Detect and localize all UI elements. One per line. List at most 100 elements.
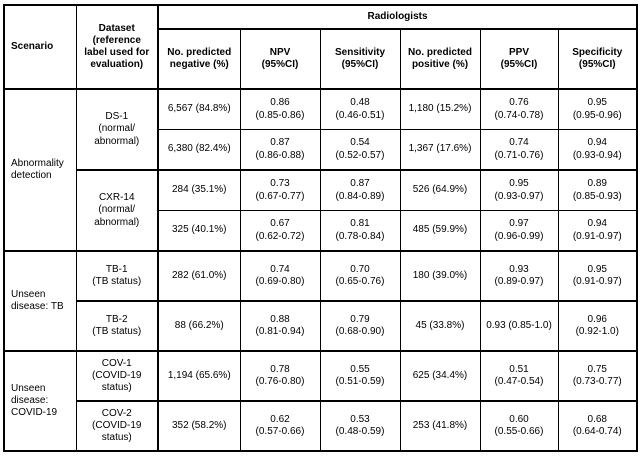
table-row: COV-2 (COVID-19 status) 352 (58.2%) 0.62… — [4, 400, 638, 452]
cell-ci: (0.95-0.96) — [572, 109, 622, 121]
cell-value: 0.75 — [587, 363, 607, 375]
header-col-sub: (95%CI) — [261, 59, 299, 70]
dataset-line: abnormal) — [94, 216, 140, 228]
dataset-line: status) — [101, 432, 132, 444]
header-col-sub: (95%CI) — [578, 59, 616, 70]
header-col-neg: No. predicted negative (%) — [157, 28, 241, 90]
cell-ci: (0.48-0.59) — [335, 426, 385, 437]
cell-ci: (0.73-0.77) — [572, 376, 622, 387]
header-col-sensitivity: Sensitivity (95%CI) — [319, 28, 401, 90]
cell-value: 352 (58.2%) — [172, 419, 227, 431]
cell-sensitivity: 0.48 (0.46-0.51) — [319, 88, 401, 130]
header-dataset-line: Dataset — [98, 22, 135, 34]
dataset-line: COV-2 — [101, 407, 132, 419]
dataset-line: abnormal) — [94, 135, 140, 147]
cell-ci: (0.51-0.59) — [335, 376, 385, 387]
cell-ci: (0.67-0.77) — [255, 190, 305, 202]
header-col-sub: (95%CI) — [341, 59, 379, 70]
cell-ci: (0.71-0.76) — [494, 149, 544, 161]
dataset-cell-cov1: COV-1 (COVID-19 status) — [75, 350, 159, 402]
cell-value: 45 (33.8%) — [415, 319, 465, 331]
cell-value: 0.86 — [270, 97, 290, 109]
cell-sensitivity: 0.53 (0.48-0.59) — [319, 400, 401, 452]
cell-value: 284 (35.1%) — [172, 184, 227, 196]
cell-ci: (0.84-0.89) — [335, 190, 385, 202]
cell-value: 0.89 — [587, 178, 607, 190]
cell-sensitivity: 0.79 (0.68-0.90) — [319, 300, 401, 352]
cell-value: 253 (41.8%) — [412, 419, 468, 431]
header-col-label: PPV — [508, 46, 529, 58]
cell-value: 0.74 — [270, 263, 290, 275]
cell-value: 0.51 — [509, 363, 529, 375]
table-row: Unseen disease: TB TB-1 (TB status) 282 … — [3, 250, 638, 352]
cell-value: 0.95 — [587, 263, 607, 275]
dataset-line: COV-1 — [101, 357, 132, 369]
cell-sensitivity: 0.81 (0.78-0.84) — [319, 210, 401, 252]
cell-neg: 284 (35.1%) — [157, 169, 241, 211]
cell-value: 0.48 — [350, 97, 370, 109]
cell-value: 180 (39.0%) — [412, 269, 468, 281]
cell-value: 0.70 — [350, 263, 370, 275]
header-col-sub: (95%CI) — [500, 59, 538, 70]
radiologist-performance-table: Scenario Dataset (reference label used f… — [3, 4, 639, 452]
cell-ci: (0.64-0.74) — [572, 426, 622, 437]
cell-value: 625 (34.4%) — [412, 369, 468, 381]
cell-sensitivity: 0.55 (0.51-0.59) — [319, 350, 401, 402]
cell-specificity: 0.95 (0.91-0.97) — [557, 250, 638, 302]
cell-ppv: 0.97 (0.96-0.99) — [479, 210, 559, 252]
cell-value: 1,180 (15.2%) — [408, 103, 472, 115]
cell-value: 0.68 — [587, 413, 607, 425]
cell-ci: (0.81-0.94) — [255, 326, 305, 337]
cell-ci: (0.86-0.88) — [255, 149, 305, 161]
dataset-cell-tb2: TB-2 (TB status) — [75, 300, 159, 352]
table-row: CXR-14 (normal/ abnormal) 284 (35.1%) 0.… — [4, 169, 638, 252]
cell-ci: (0.85-0.93) — [572, 190, 622, 202]
dataset-line: (COVID-19 — [92, 419, 142, 431]
dataset-cell-cov2: COV-2 (COVID-19 status) — [75, 400, 159, 452]
cell-ppv: 0.93 (0.89-0.97) — [479, 250, 559, 302]
cell-npv: 0.67 (0.62-0.72) — [239, 210, 321, 252]
cell-value: 0.94 — [587, 137, 607, 149]
cell-ci: (0.85-0.86) — [255, 109, 305, 121]
cell-ci: (0.78-0.84) — [335, 230, 385, 242]
cell-ppv: 0.95 (0.93-0.97) — [479, 169, 559, 211]
cell-value: 485 (59.9%) — [412, 224, 468, 236]
cell-pos: 625 (34.4%) — [399, 350, 481, 402]
cell-value: 0.93 (0.85-1.0) — [486, 319, 552, 331]
cell-ppv: 0.60 (0.55-0.66) — [479, 400, 559, 452]
cell-specificity: 0.68 (0.64-0.74) — [557, 400, 638, 452]
cell-pos: 1,180 (15.2%) — [399, 88, 481, 130]
cell-npv: 0.74 (0.69-0.80) — [239, 250, 321, 302]
header-col-label: Sensitivity — [334, 46, 386, 58]
header-row-sub: No. predicted negative (%) NPV (95%CI) S… — [4, 28, 638, 90]
cell-value: 0.79 — [350, 313, 370, 325]
scenario-cell-abnormality: Abnormality detection — [3, 88, 77, 252]
scenario-cell-tb: Unseen disease: TB — [3, 250, 77, 352]
cell-value: 0.73 — [270, 178, 290, 190]
scenario-cell-covid: Unseen disease: COVID-19 — [3, 350, 77, 452]
dataset-line: TB-1 — [105, 263, 128, 275]
header-row-top: Scenario Dataset (reference label used f… — [3, 4, 638, 90]
cell-npv: 0.78 (0.76-0.80) — [239, 350, 321, 402]
cell-specificity: 0.95 (0.95-0.96) — [557, 88, 638, 130]
cell-npv: 0.62 (0.57-0.66) — [239, 400, 321, 452]
cell-value: 282 (61.0%) — [172, 269, 227, 281]
table-row: 6,380 (82.4%) 0.87 (0.86-0.88) 0.54 (0.52-… — [4, 129, 638, 171]
cell-pos: 253 (41.8%) — [399, 400, 481, 452]
dataset-line: (normal/ — [98, 123, 136, 135]
header-dataset-line: evaluation) — [90, 59, 144, 71]
header-dataset: Dataset (reference label used for evalua… — [75, 4, 159, 90]
cell-ppv: 0.93 (0.85-1.0) — [479, 300, 559, 352]
cell-ci: (0.92-1.0) — [575, 326, 619, 337]
dataset-line: (COVID-19 — [92, 369, 142, 381]
cell-pos: 45 (33.8%) — [399, 300, 481, 352]
cell-pos: 1,367 (17.6%) — [399, 129, 481, 171]
header-col-specificity: Specificity (95%CI) — [557, 28, 638, 90]
cell-specificity: 0.94 (0.93-0.94) — [557, 129, 638, 171]
cell-neg: 6,380 (82.4%) — [157, 129, 241, 171]
cell-ci: (0.68-0.90) — [335, 326, 385, 337]
cell-value: 0.60 — [509, 413, 529, 425]
cell-ci: (0.89-0.97) — [494, 276, 544, 287]
cell-ci: (0.96-0.99) — [494, 230, 544, 242]
